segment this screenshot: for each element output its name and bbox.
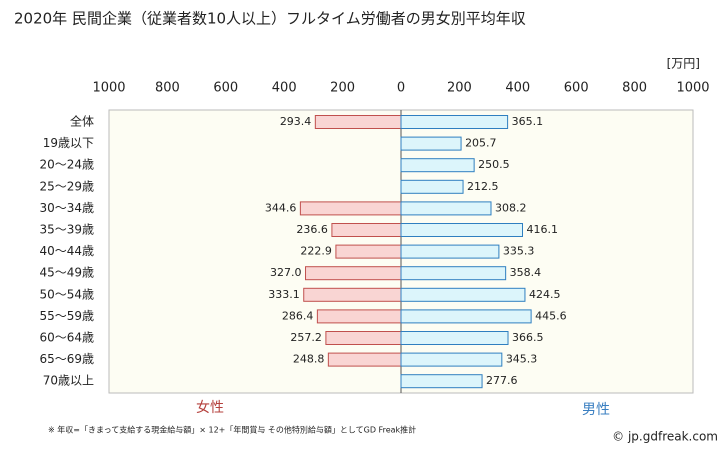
chart-title: 2020年 民間企業（従業者数10人以上）フルタイム労働者の男女別平均年収	[14, 10, 526, 28]
bar	[305, 266, 402, 281]
bar	[400, 136, 462, 151]
unit-label: [万円]	[667, 57, 700, 71]
bar	[400, 244, 500, 259]
value-label: 222.9	[300, 245, 332, 258]
y-tick-label: 45～49歳	[39, 266, 94, 280]
value-label: 293.4	[280, 115, 312, 128]
value-label: 424.5	[529, 288, 561, 301]
legend-male: 男性	[582, 402, 610, 418]
value-label: 327.0	[270, 266, 302, 279]
x-tick-label: 400	[505, 81, 530, 96]
bar	[400, 115, 509, 129]
x-tick-label: 400	[272, 81, 297, 96]
bar	[400, 158, 475, 173]
bar	[400, 374, 483, 389]
value-label: 212.5	[467, 180, 499, 193]
legend-female: 女性	[196, 399, 224, 416]
x-tick-label: 1000	[676, 81, 709, 96]
value-label: 236.6	[296, 223, 328, 236]
y-tick-label: 30～34歳	[39, 201, 94, 215]
value-label: 257.2	[290, 331, 322, 344]
value-label: 335.3	[503, 245, 535, 258]
bar	[400, 179, 464, 194]
x-tick-label: 200	[447, 81, 472, 96]
bar	[400, 287, 526, 302]
value-label: 308.2	[495, 201, 527, 214]
bar	[400, 201, 492, 216]
x-tick-label: 800	[155, 81, 180, 96]
x-tick-label: 600	[564, 81, 589, 96]
value-label: 250.5	[478, 158, 510, 171]
y-tick-label: 25～29歳	[39, 179, 94, 193]
y-tick-label: 50～54歳	[39, 287, 94, 301]
bar	[299, 201, 402, 216]
value-label: 416.1	[527, 223, 559, 236]
bar	[327, 352, 402, 367]
value-label: 345.3	[506, 353, 538, 366]
y-tick-label: 20～24歳	[39, 158, 94, 172]
bar	[314, 115, 402, 129]
bar	[303, 287, 402, 302]
y-tick-label: 35～39歳	[39, 223, 94, 237]
bar	[335, 244, 402, 259]
x-tick-label: 800	[622, 81, 647, 96]
value-label: 205.7	[465, 137, 497, 150]
y-tick-label: 19歳以下	[43, 136, 94, 150]
bar	[316, 309, 402, 324]
bar	[331, 223, 402, 237]
y-tick-label: 60～64歳	[39, 331, 94, 345]
value-label: 445.6	[535, 309, 567, 322]
y-tick-label: 70歳以上	[43, 374, 94, 388]
value-label: 366.5	[512, 331, 544, 344]
y-tick-label: 全体	[70, 114, 94, 129]
bar	[400, 331, 509, 345]
y-tick-label: 65～69歳	[39, 352, 94, 366]
bar	[400, 266, 507, 281]
x-tick-label: 200	[330, 81, 355, 96]
bar	[400, 223, 524, 237]
bar	[325, 331, 402, 345]
credit: © jp.gdfreak.com	[612, 430, 718, 444]
x-tick-label: 0	[397, 81, 405, 96]
value-label: 277.6	[486, 374, 518, 387]
value-label: 248.8	[293, 353, 325, 366]
y-tick-label: 40～44歳	[39, 244, 94, 258]
x-tick-label: 600	[213, 81, 238, 96]
value-label: 286.4	[282, 309, 314, 322]
footnote: ※ 年収=「きまって支給する現金給与額」× 12+「年間賞与 その他特別給与額」…	[48, 425, 416, 435]
value-label: 333.1	[268, 288, 300, 301]
value-label: 344.6	[265, 201, 297, 214]
value-label: 358.4	[510, 266, 542, 279]
bar	[400, 352, 503, 367]
bar	[400, 309, 532, 324]
x-tick-label: 1000	[92, 81, 125, 96]
value-label: 365.1	[512, 115, 544, 128]
y-tick-label: 55～59歳	[39, 309, 94, 323]
